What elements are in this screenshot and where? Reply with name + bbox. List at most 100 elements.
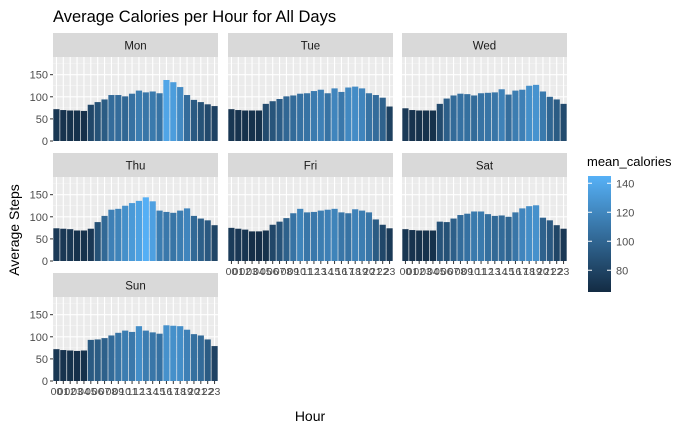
bar-mon-hour-00 [53,109,60,141]
x-tick-label: 09 [461,266,473,278]
bar-mon-hour-23 [211,106,218,141]
bar-sat-hour-01 [409,230,416,261]
bar-sun-hour-11 [128,331,136,381]
bar-sat-hour-23 [560,228,567,261]
bar-sat-hour-20 [539,217,547,261]
bar-tue-hour-05 [262,103,269,141]
bar-sat-hour-11 [477,211,485,261]
x-tick-label: 11 [302,266,313,278]
facet-strip [53,33,218,57]
facet-strip-label: Fri [304,161,317,173]
bar-sat-hour-02 [416,230,423,261]
bar-sun-hour-18 [177,326,184,381]
bar-thu-hour-02 [67,229,74,261]
bar-tue-hour-11 [303,93,311,141]
bar-sun-hour-04 [80,350,88,381]
legend-color-bar [588,176,611,292]
bar-mon-hour-22 [204,104,211,141]
x-tick-label: 20 [188,386,200,398]
facet-strip-label: Tue [301,41,320,53]
bar-sun-hour-10 [122,330,129,381]
y-tick-label: 100 [30,212,48,224]
bar-mon-hour-21 [197,102,204,141]
bar-sat-hour-22 [553,225,560,261]
bar-fri-hour-14 [324,209,331,261]
bar-thu-hour-15 [156,210,163,261]
bar-sun-hour-22 [204,339,211,381]
panel-background [228,177,393,261]
bar-wed-hour-23 [560,103,567,141]
x-tick-label: 01 [406,266,418,278]
bar-sat-hour-18 [526,206,533,261]
bar-sun-hour-14 [149,332,156,381]
bar-thu-hour-17 [170,212,177,261]
bar-tue-hour-23 [386,106,393,141]
bar-wed-hour-05 [436,103,443,141]
facet-strip [53,153,218,177]
bar-sat-hour-19 [532,205,540,261]
x-tick-label: 16 [336,266,348,278]
bar-tue-hour-14 [324,93,331,141]
bar-sat-hour-10 [471,211,478,261]
bar-wed-hour-08 [457,93,464,141]
x-tick-label: 07 [448,266,460,278]
x-tick-label: 08 [455,266,467,278]
bar-wed-hour-01 [409,110,416,141]
x-tick-label: 01 [232,266,244,278]
x-tick-label: 20 [537,266,549,278]
bar-mon-hour-19 [183,95,191,141]
bar-sat-hour-04 [429,230,437,261]
bar-fri-hour-21 [372,219,379,261]
x-tick-label: 17 [342,266,354,278]
bar-fri-hour-04 [255,231,263,261]
bar-tue-hour-13 [317,89,324,141]
x-tick-label: 08 [106,386,118,398]
bar-fri-hour-01 [235,228,242,261]
bar-thu-hour-05 [87,228,94,261]
x-tick-label: 11 [127,386,138,398]
x-tick-label: 22 [551,266,563,278]
facet-panel-wed: Wed [402,33,567,142]
x-tick-label: 09 [112,386,124,398]
bar-sun-hour-20 [190,334,198,381]
bar-wed-hour-21 [546,96,553,141]
bar-mon-hour-10 [122,96,129,141]
bar-sat-hour-00 [402,229,409,261]
bar-wed-hour-02 [416,110,423,141]
bar-fri-hour-07 [276,221,283,261]
bar-fri-hour-11 [303,212,311,261]
y-tick-label: 0 [42,256,48,268]
bar-tue-hour-08 [283,96,290,141]
bar-mon-hour-09 [115,95,122,141]
bar-wed-hour-14 [498,89,505,141]
bar-sun-hour-17 [170,325,177,381]
bar-sun-hour-00 [53,349,60,381]
bar-thu-hour-22 [204,220,211,261]
panel-background [402,177,567,261]
x-tick-label: 03 [71,386,83,398]
bar-fri-hour-03 [248,231,256,261]
bar-wed-hour-16 [512,90,519,141]
facet-panel-fri: Fri 0001020304050607080910111213141516171… [226,153,396,278]
legend-tick-label: 120 [616,207,634,219]
color-legend: mean_calories 80 100 120 140 [587,154,672,292]
bar-fri-hour-23 [386,228,393,261]
x-tick-label: 18 [523,266,535,278]
bar-wed-hour-07 [450,95,457,141]
bar-sat-hour-15 [505,216,512,261]
bar-tue-hour-06 [269,101,276,141]
bar-fri-hour-22 [379,224,386,261]
x-axis-label: Hour [295,408,326,424]
bar-sun-hour-06 [94,339,101,381]
x-tick-label: 22 [202,386,214,398]
bar-sat-hour-21 [546,220,553,261]
bar-wed-hour-20 [539,91,547,141]
bar-mon-hour-13 [142,92,149,141]
bar-thu-hour-21 [197,218,204,261]
bar-sun-hour-05 [87,339,94,381]
bar-mon-hour-17 [170,82,177,141]
bar-wed-hour-19 [532,84,540,141]
bar-sat-hour-09 [464,213,471,261]
bar-tue-hour-17 [345,87,352,141]
